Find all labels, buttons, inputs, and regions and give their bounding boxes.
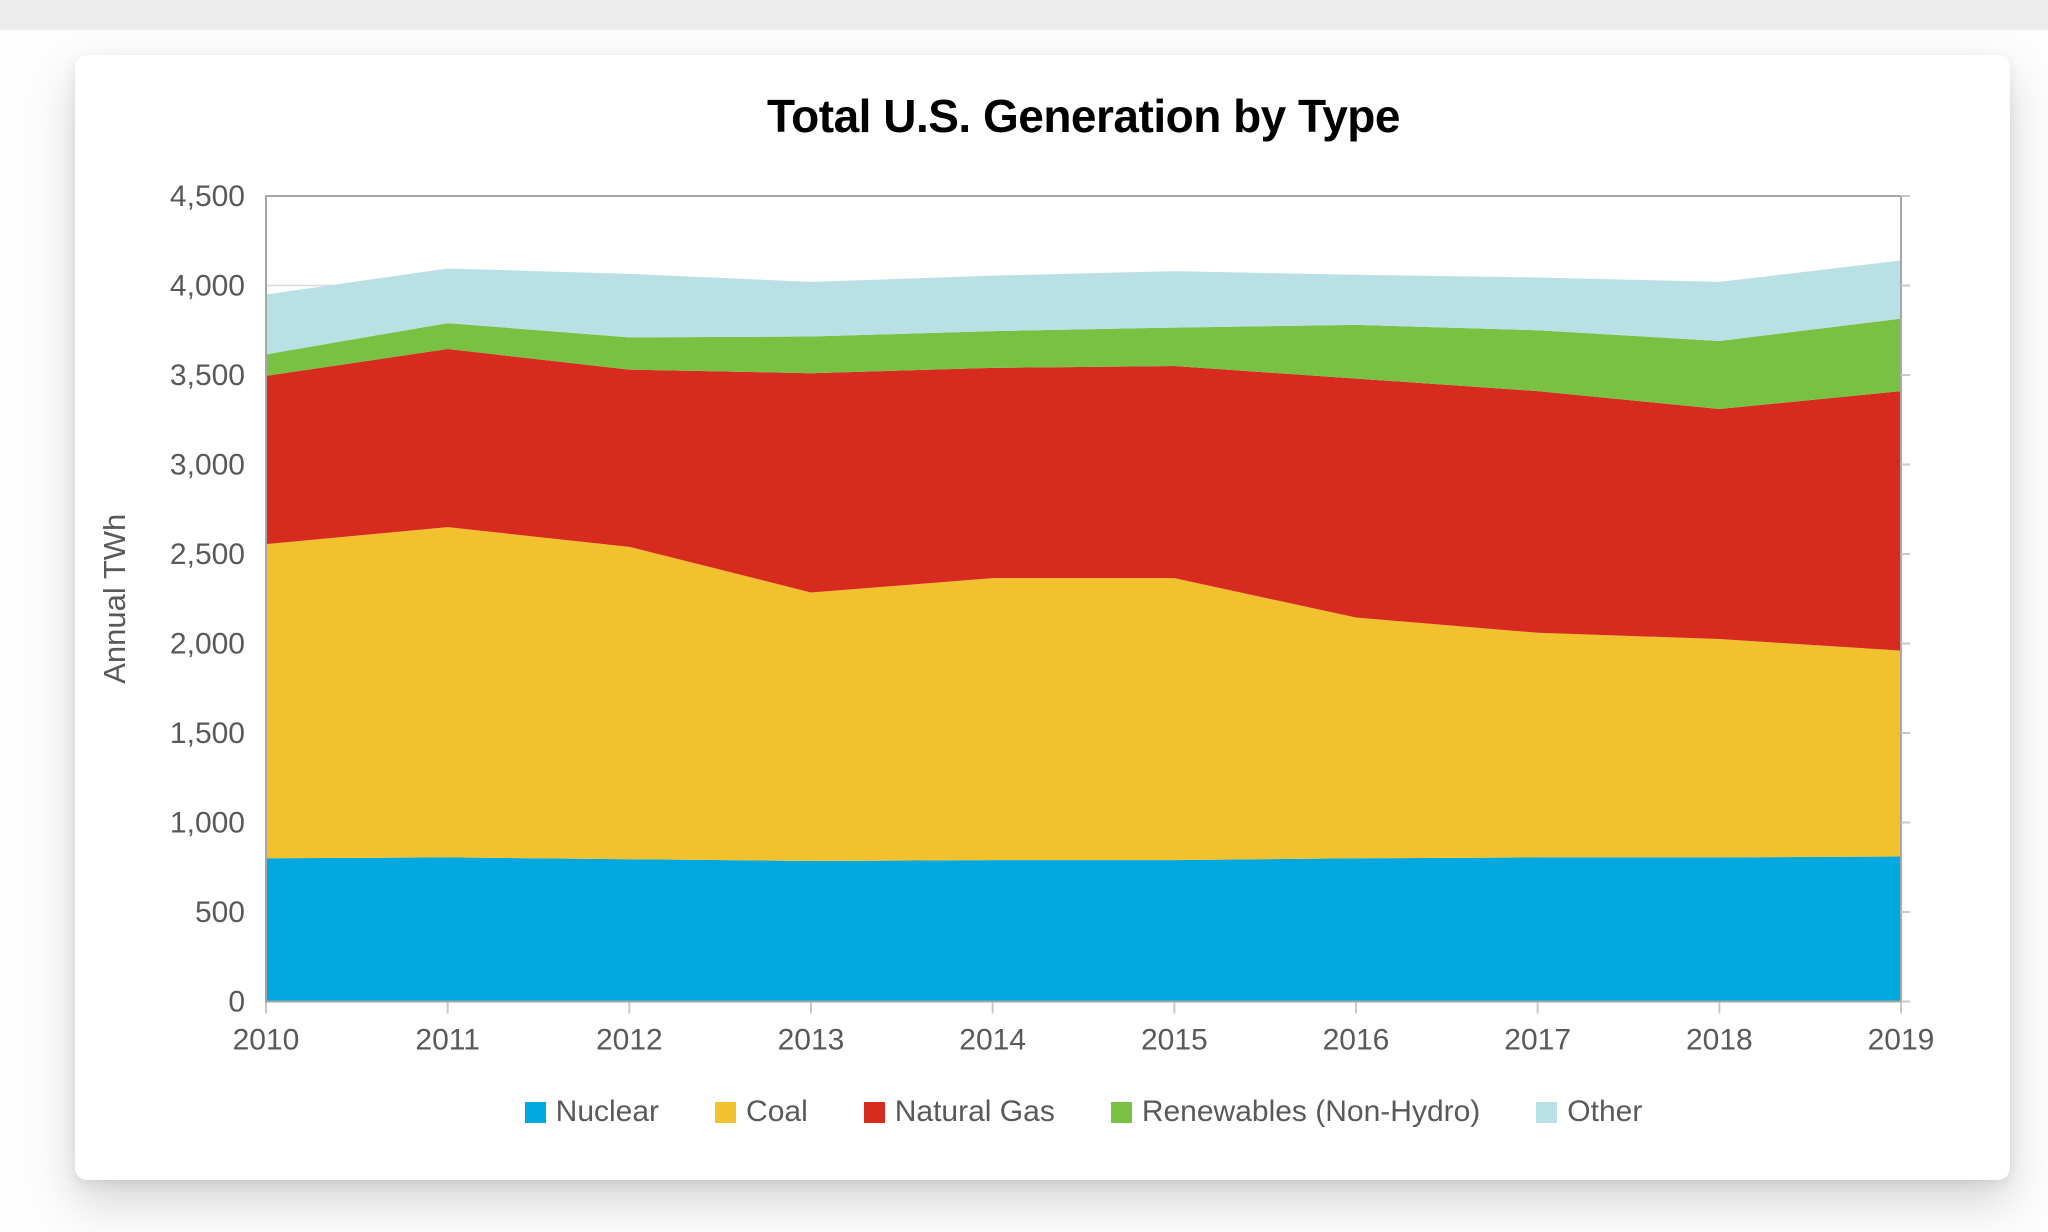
legend-item-renewables: Renewables (Non-Hydro) <box>1110 1095 1481 1129</box>
x-tick-label-2014: 2014 <box>959 1024 1026 1057</box>
x-tick-label-2017: 2017 <box>1504 1024 1571 1057</box>
y-tick-label-2500: 2,500 <box>170 538 245 571</box>
x-tick-label-2011: 2011 <box>415 1024 480 1057</box>
legend-item-nuclear: Nuclear <box>524 1095 660 1129</box>
x-tick-label-2019: 2019 <box>1868 1024 1935 1057</box>
legend-label-natural-gas: Natural Gas <box>894 1095 1055 1128</box>
area-coal <box>266 527 1901 861</box>
x-tick-label-2013: 2013 <box>778 1024 845 1057</box>
x-tick-label-2010: 2010 <box>233 1024 300 1057</box>
legend-item-coal: Coal <box>715 1095 808 1129</box>
x-tick-label-2016: 2016 <box>1323 1024 1390 1057</box>
page-top-strip <box>0 0 2048 30</box>
legend-label-coal: Coal <box>746 1095 808 1128</box>
area-renewables-non-hydro <box>266 318 1901 410</box>
chart-title: Total U.S. Generation by Type <box>766 90 1401 142</box>
x-tick-label-2018: 2018 <box>1686 1024 1753 1057</box>
legend-swatch-renewables <box>1110 1101 1132 1123</box>
x-tick-label-2015: 2015 <box>1141 1024 1208 1057</box>
y-axis-title: Annual TWh <box>97 514 132 684</box>
legend-swatch-natural-gas <box>863 1101 885 1123</box>
y-tick-label-4000: 4,000 <box>170 270 245 303</box>
plot-area: 2010 2011 2012 2013 2014 2015 2016 2017 2018 2019… <box>97 180 1935 1057</box>
legend-swatch-other <box>1536 1101 1558 1123</box>
chart-card: Total U.S. Generation by Type 2010 2011 20… <box>75 55 2010 1180</box>
area-other <box>266 260 1901 355</box>
y-tick-label-4500: 4,500 <box>170 180 245 213</box>
legend-label-other: Other <box>1567 1095 1643 1128</box>
legend-swatch-coal <box>715 1101 737 1123</box>
legend: Nuclear Coal Natural Gas Renewables (Non… <box>266 1095 1901 1129</box>
y-tick-label-3000: 3,000 <box>170 449 245 482</box>
legend-swatch-nuclear <box>524 1101 546 1123</box>
legend-item-natural-gas: Natural Gas <box>863 1095 1055 1129</box>
y-tick-label-500: 500 <box>195 896 245 929</box>
area-nuclear <box>266 856 1901 1002</box>
x-tick-label-2012: 2012 <box>596 1024 663 1057</box>
area-natural-gas <box>266 349 1901 651</box>
plot-frame <box>265 195 1902 1003</box>
y-tick-label-1000: 1,000 <box>170 807 245 840</box>
y-tick-label-0: 0 <box>228 986 245 1019</box>
legend-item-other: Other <box>1536 1095 1642 1129</box>
y-tick-label-1500: 1,500 <box>170 717 245 750</box>
y-tick-label-2000: 2,000 <box>170 628 245 661</box>
legend-label-nuclear: Nuclear <box>555 1095 660 1128</box>
legend-label-renewables: Renewables (Non-Hydro) <box>1141 1095 1481 1128</box>
y-tick-label-3500: 3,500 <box>170 359 245 392</box>
